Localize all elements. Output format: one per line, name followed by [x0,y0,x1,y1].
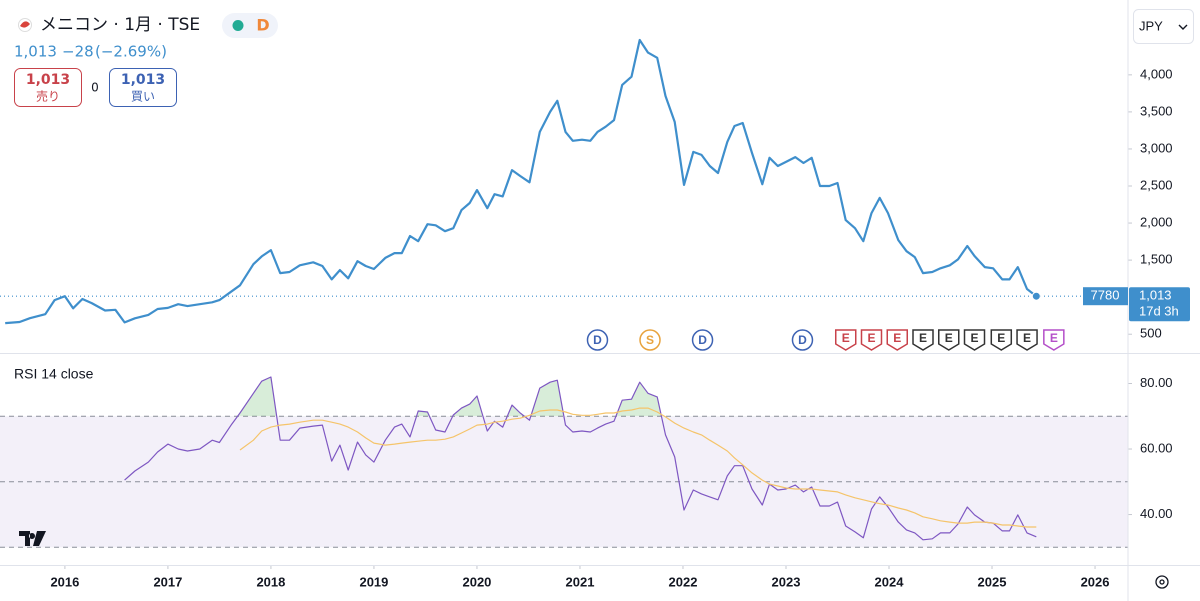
sell-button[interactable] [14,68,82,107]
buy-price[interactable]: 1,013 [121,72,165,88]
series-label: RSI 14 close [14,366,94,382]
y2-tick-label: 40.00 [1140,506,1173,521]
symbol-title[interactable]: メニコン · 1月 · TSE [40,15,200,35]
event-label: E [893,331,901,345]
x-tick-label: 2017 [153,574,182,589]
x-tick-label: 2020 [462,574,491,589]
event-label: E [971,331,979,345]
x-tick-label: 2016 [50,574,79,589]
price-line [5,38,1037,325]
x-tick-label: 2019 [359,574,388,589]
event-label: D [698,333,707,347]
y-tick-label: 2,000 [1140,214,1173,229]
x-tick-label: 2023 [772,574,801,589]
event-label: S [646,333,654,347]
market-status [232,20,244,31]
event-label: D [593,333,602,347]
tv-logo[interactable] [19,531,46,546]
x-tick-label: 2021 [566,574,595,589]
y-tick-label: 3,500 [1140,103,1173,118]
event-marker [586,329,609,351]
event-label: E [1050,331,1058,345]
x-tick-label: 2018 [256,574,285,589]
event-marker [791,329,814,351]
price-label: 1,013 [1139,288,1172,303]
event-label: E [842,331,850,345]
rsi-line [124,376,1037,541]
currency-button[interactable] [1133,9,1194,44]
y-tick-label: 2,500 [1140,177,1173,192]
event-marker [938,329,960,351]
status-pill[interactable] [222,13,278,38]
settings-icon[interactable] [1155,575,1169,589]
event-marker [639,329,661,351]
settings-icon[interactable] [1159,579,1165,585]
y-tick-label: 4,000 [1140,66,1173,81]
sell-label[interactable]: 売り [36,89,60,104]
countdown: 17d 3h [1139,304,1179,319]
currency-caret[interactable] [1178,24,1188,30]
event-marker [990,329,1013,351]
ticker-label: 7780 [1091,288,1120,303]
quote: 1,013 [14,43,57,61]
event-marker [1016,329,1038,351]
x-tick-label: 2022 [669,574,698,589]
last-price-dot [1031,291,1041,301]
event-marker [1043,329,1065,351]
buy-button[interactable] [109,68,177,107]
y-tick-label: 3,000 [1140,140,1173,155]
change-percent: (−2.69%) [95,43,167,61]
symbol-logo [20,21,30,28]
event-marker [691,329,714,351]
sell-price[interactable]: 1,013 [26,72,70,88]
y2-tick-label: 60.00 [1140,440,1173,455]
y-tick-label: 1,500 [1140,252,1173,267]
spread: 0 [91,81,99,95]
y-tick-label: 500 [1140,326,1162,341]
x-tick-label: 2024 [875,574,905,589]
x-tick-label: 2025 [978,574,1007,589]
rsi-line [239,407,1037,528]
event-marker [963,329,986,351]
y2-tick-label: 80.00 [1140,375,1173,390]
buy-label[interactable]: 買い [131,90,155,104]
event-marker [860,329,883,351]
badge: D [256,16,269,35]
event-label: E [1023,331,1031,345]
event-label: E [867,331,875,345]
x-tick-label: 2026 [1081,574,1110,589]
event-label: D [798,333,807,347]
event-label: E [997,331,1005,345]
change: −28 [62,43,94,61]
ticker-label-box [1083,287,1128,306]
event-label: E [919,331,927,345]
currency[interactable]: JPY [1139,18,1163,33]
price-label-box [1129,287,1190,322]
event-label: E [945,331,953,345]
event-marker [912,329,934,351]
overbought-fill [237,377,662,417]
event-marker [886,329,908,351]
event-marker [834,329,857,351]
